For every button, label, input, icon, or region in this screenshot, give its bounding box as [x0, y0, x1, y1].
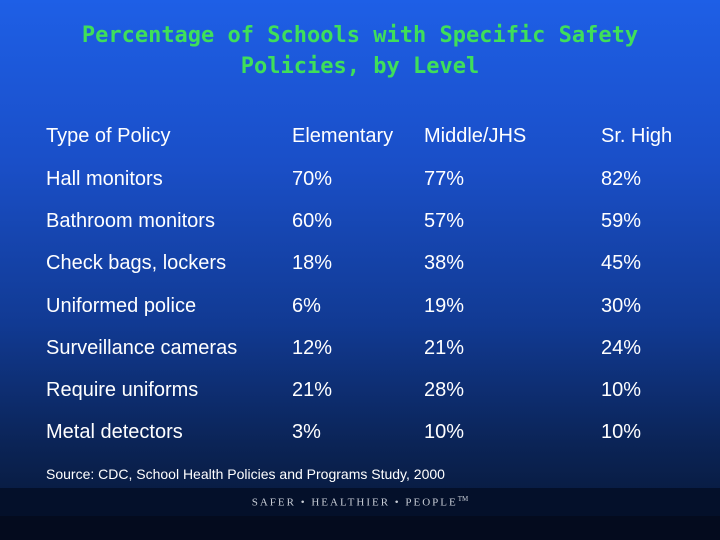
high-cell: 45% — [601, 252, 642, 275]
high-cell: 82% — [601, 167, 642, 190]
high-cell: 10% — [601, 379, 642, 402]
middle-cell: 57% — [424, 209, 465, 232]
elementary-cell: 21% — [292, 379, 333, 402]
bottom-bar — [0, 516, 720, 540]
slogan: SAFER • HEALTHIER • PEOPLETM — [252, 495, 468, 509]
high-cell: 30% — [601, 294, 642, 317]
policy-name-cell: Check bags, lockers — [46, 252, 227, 275]
policy-name-cell: Metal detectors — [46, 421, 183, 444]
high-cell: 10% — [601, 421, 642, 444]
table-row: Require uniforms 21% 28% 10% — [40, 369, 701, 411]
middle-cell: 19% — [424, 294, 465, 317]
table-row: Check bags, lockers 18% 38% 45% — [40, 243, 701, 285]
policy-name-cell: Surveillance cameras — [46, 336, 238, 359]
slogan-text: SAFER • HEALTHIER • PEOPLE — [251, 496, 458, 509]
elementary-cell: 3% — [292, 421, 321, 444]
elementary-cell: 70% — [292, 167, 333, 190]
middle-cell: 77% — [424, 167, 465, 190]
source-note: Source: CDC, School Health Policies and … — [46, 466, 445, 482]
elementary-cell: 12% — [292, 336, 333, 359]
elementary-cell: 6% — [292, 294, 321, 317]
column-header: Middle/JHS — [424, 124, 527, 147]
table-header-row: Type of Policy Elementary Middle/JHS Sr.… — [40, 114, 701, 158]
policy-name-cell: Uniformed police — [46, 294, 197, 317]
elementary-cell: 60% — [292, 209, 333, 232]
middle-cell: 38% — [424, 252, 465, 275]
page-title: Percentage of Schools with Specific Safe… — [81, 23, 639, 79]
footer-bar: SAFER • HEALTHIER • PEOPLETM — [0, 488, 720, 516]
column-header: Elementary — [292, 124, 394, 147]
policy-name-cell: Bathroom monitors — [46, 209, 215, 232]
table-row: Metal detectors 3% 10% 10% — [40, 412, 701, 454]
policy-table: Type of Policy Elementary Middle/JHS Sr.… — [40, 114, 701, 454]
table-row: Bathroom monitors 60% 57% 59% — [40, 200, 701, 242]
elementary-cell: 18% — [292, 252, 333, 275]
policy-name-cell: Require uniforms — [46, 379, 199, 402]
column-header: Sr. High — [601, 124, 673, 147]
middle-cell: 28% — [424, 379, 465, 402]
table-row: Uniformed police 6% 19% 30% — [40, 285, 701, 327]
column-header: Type of Policy — [46, 124, 171, 147]
high-cell: 24% — [601, 336, 642, 359]
high-cell: 59% — [601, 209, 642, 232]
table-row: Hall monitors 70% 77% 82% — [40, 158, 701, 200]
table-row: Surveillance cameras 12% 21% 24% — [40, 327, 701, 369]
trademark-mark: TM — [457, 495, 469, 504]
policy-name-cell: Hall monitors — [46, 167, 163, 190]
middle-cell: 10% — [424, 421, 465, 444]
middle-cell: 21% — [424, 336, 465, 359]
